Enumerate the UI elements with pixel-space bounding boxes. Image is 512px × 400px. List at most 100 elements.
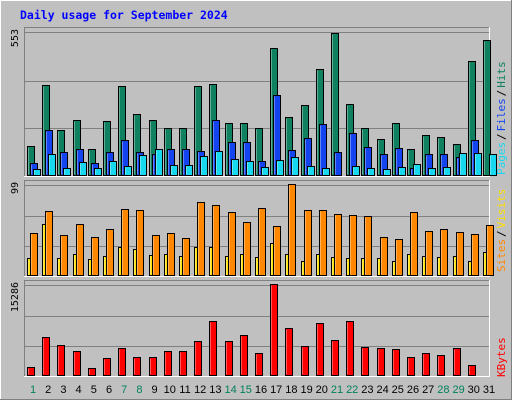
bar-kbytes-day-15	[240, 335, 248, 376]
bar-pages-day-17	[276, 160, 284, 176]
bar-sites-day-9	[152, 235, 160, 276]
bar-kbytes-day-22	[346, 321, 354, 376]
x-tick-label-day-18: 18	[285, 384, 297, 396]
x-tick-label-day-13: 13	[209, 384, 221, 396]
panel-kbytes-legend: KBytes	[495, 337, 508, 377]
bar-sites-day-28	[440, 229, 448, 276]
bar-sites-day-16	[258, 208, 266, 276]
bar-pages-day-26	[413, 164, 421, 176]
x-tick-label-day-4: 4	[76, 384, 82, 396]
bar-pages-day-19	[307, 166, 315, 176]
x-tick-label-day-6: 6	[106, 384, 112, 396]
bar-kbytes-day-16	[255, 353, 263, 376]
bar-kbytes-day-21	[331, 340, 339, 376]
x-tick-label-day-2: 2	[45, 384, 51, 396]
bar-sites-day-31	[486, 225, 494, 276]
bar-files-day-21	[334, 152, 342, 176]
bar-sites-day-3	[60, 235, 68, 276]
bar-sites-day-1	[30, 233, 38, 276]
x-tick-label-day-10: 10	[164, 384, 176, 396]
bar-pages-day-28	[443, 167, 451, 176]
bar-kbytes-day-9	[149, 357, 157, 376]
chart-panels: 553Pages/Files/Hits99Sites/Visits15286KB…	[10, 27, 508, 377]
bar-sites-day-18	[288, 184, 296, 276]
bar-kbytes-day-6	[103, 358, 111, 376]
x-tick-label-day-23: 23	[361, 384, 373, 396]
panel-visitors-ymax-label: 99	[10, 182, 21, 194]
bar-pages-day-30	[474, 153, 482, 176]
panel-requests-ymax-label: 553	[10, 29, 21, 47]
bar-kbytes-day-11	[179, 351, 187, 376]
bar-pages-day-22	[352, 166, 360, 176]
bar-sites-day-11	[182, 238, 190, 276]
bar-pages-day-10	[170, 165, 178, 176]
bar-pages-day-5	[94, 168, 102, 176]
bar-kbytes-day-20	[316, 323, 324, 376]
bar-sites-day-19	[304, 210, 312, 276]
bar-pages-day-4	[79, 162, 87, 176]
legend-pages: Pages	[495, 142, 508, 175]
bar-pages-day-14	[231, 159, 239, 176]
bar-sites-day-2	[45, 211, 53, 276]
bar-pages-day-25	[398, 167, 406, 176]
bar-kbytes-day-28	[437, 355, 445, 376]
bar-kbytes-day-25	[392, 349, 400, 376]
x-tick-label-day-3: 3	[60, 384, 66, 396]
bar-pages-day-11	[185, 165, 193, 176]
x-tick-label-day-22: 22	[346, 384, 358, 396]
chart-title: Daily usage for September 2024	[20, 8, 228, 22]
panel-kbytes-ymax-label: 15286	[10, 282, 21, 312]
x-tick-label-day-8: 8	[136, 384, 142, 396]
bar-sites-day-23	[364, 216, 372, 276]
bar-pages-day-31	[489, 154, 497, 176]
x-tick-label-day-21: 21	[331, 384, 343, 396]
bar-kbytes-day-30	[468, 365, 476, 376]
bar-pages-day-27	[428, 168, 436, 176]
bar-pages-day-2	[48, 154, 56, 176]
bar-sites-day-8	[136, 210, 144, 276]
x-tick-label-day-28: 28	[437, 384, 449, 396]
bar-pages-day-3	[63, 168, 71, 176]
bar-sites-day-22	[349, 215, 357, 276]
bar-pages-day-6	[109, 161, 117, 176]
bar-kbytes-day-29	[453, 348, 461, 376]
x-tick-label-day-27: 27	[422, 384, 434, 396]
bar-kbytes-day-3	[57, 345, 65, 376]
x-tick-label-day-25: 25	[392, 384, 404, 396]
bar-sites-day-5	[91, 237, 99, 276]
bar-sites-day-29	[456, 232, 464, 276]
bar-kbytes-day-19	[301, 346, 309, 376]
bar-pages-day-16	[261, 167, 269, 176]
bar-sites-day-6	[106, 229, 114, 276]
bar-pages-day-15	[246, 161, 254, 176]
bar-kbytes-day-10	[164, 351, 172, 376]
x-tick-label-day-17: 17	[270, 384, 282, 396]
legend-files: Files	[495, 98, 508, 131]
x-tick-label-day-15: 15	[240, 384, 252, 396]
bar-sites-day-30	[471, 234, 479, 276]
bar-sites-day-13	[212, 205, 220, 276]
x-tick-label-day-19: 19	[300, 384, 312, 396]
bar-sites-day-12	[197, 202, 205, 276]
bar-kbytes-day-13	[209, 321, 217, 376]
panel-visitors-legend: Sites /Visits	[495, 189, 508, 272]
bar-kbytes-day-4	[73, 351, 81, 376]
panel-visitors: 99 Sites /Visits	[10, 180, 508, 277]
bar-sites-day-14	[228, 212, 236, 276]
x-tick-label-day-9: 9	[152, 384, 158, 396]
x-tick-label-day-16: 16	[255, 384, 267, 396]
bar-kbytes-day-17	[270, 284, 278, 376]
bar-pages-day-29	[459, 153, 467, 176]
legend-separator: /	[495, 230, 508, 237]
bar-sites-day-26	[410, 212, 418, 276]
x-tick-label-day-14: 14	[224, 384, 236, 396]
bar-pages-day-13	[215, 151, 223, 176]
x-tick-label-day-7: 7	[121, 384, 127, 396]
bar-pages-day-1	[33, 169, 41, 176]
bar-kbytes-day-12	[194, 341, 202, 376]
bar-sites-day-21	[334, 214, 342, 276]
bar-kbytes-day-14	[225, 341, 233, 376]
bar-sites-day-10	[167, 233, 175, 276]
x-axis-labels: 1 2 3 4 5 6 7 8 9 10 11 12 13 14 15 16 17 18 19 20 21 22 23 24 2…	[30, 384, 495, 396]
